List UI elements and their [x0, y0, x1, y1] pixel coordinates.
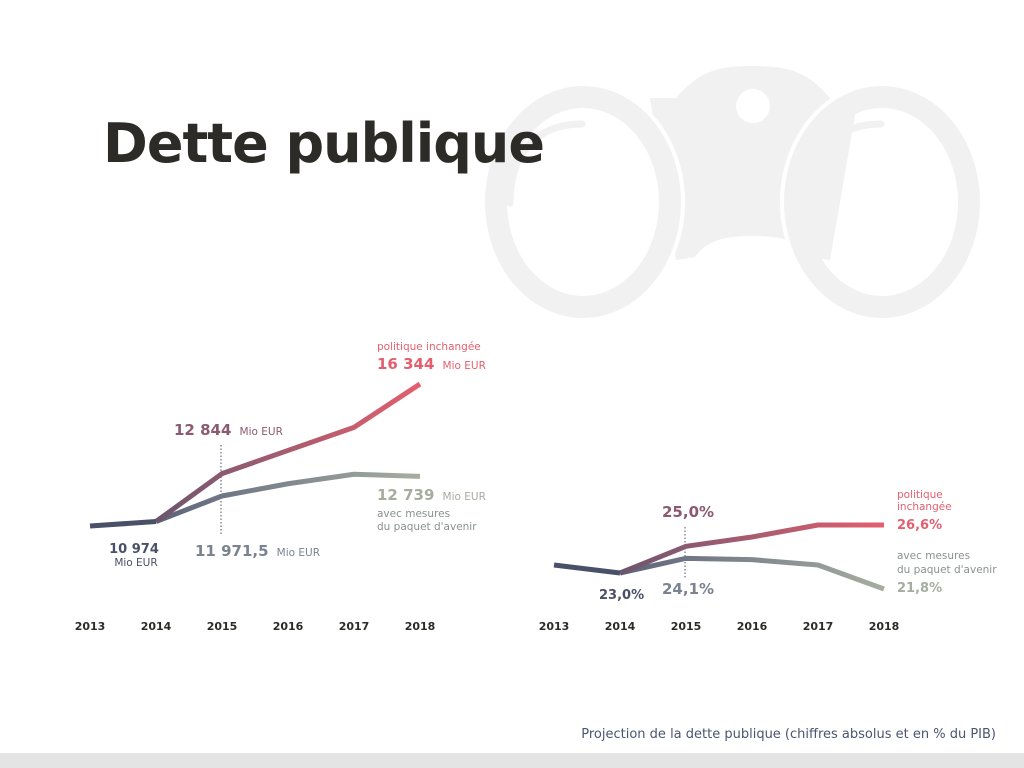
x-tick-label: 2014: [141, 620, 172, 633]
label-grey-2015: 11 971,5 Mio EUR: [195, 541, 320, 560]
label-red-2015: 25,0%: [662, 503, 714, 521]
label-red-end-name: politique inchangée: [377, 341, 481, 353]
label-grey-end-name-2: du paquet d'avenir: [897, 564, 997, 576]
series-line-historical: [89, 519, 157, 529]
label-red-end-name-1: politique: [897, 489, 943, 501]
series-line-politique-inchangee: [619, 522, 884, 576]
x-tick-label: 2016: [273, 620, 304, 633]
x-tick-label: 2015: [207, 620, 238, 633]
label-start-unit: Mio EUR: [114, 557, 157, 569]
label-grey-end-name-2: du paquet d'avenir: [377, 521, 477, 533]
label-grey-end-value: 12 739 Mio EUR: [377, 485, 486, 504]
series-line-politique-inchangee: [154, 381, 422, 524]
label-grey-2015: 24,1%: [662, 580, 714, 598]
label-red-2015: 12 844 Mio EUR: [174, 420, 283, 439]
page-title: Dette publique: [103, 112, 545, 175]
x-tick-label: 2017: [803, 620, 834, 633]
figure-caption: Projection de la dette publique (chiffre…: [581, 727, 996, 742]
x-axis-ticks: 2013 2014 2015 2016 2017 2018: [539, 620, 900, 633]
label-red-end-name-2: inchangée: [897, 501, 952, 513]
label-grey-end-name-1: avec mesures: [377, 508, 450, 520]
label-start-value: 10 974: [109, 542, 159, 557]
x-tick-label: 2014: [605, 620, 636, 633]
label-red-end-value: 26,6%: [897, 518, 942, 533]
chart-percent-gdp: 25,0% 23,0% 24,1% politique inchangée 26…: [539, 489, 998, 633]
series-line-historical: [553, 562, 621, 576]
label-red-end-value: 16 344 Mio EUR: [377, 354, 486, 373]
label-grey-end-value: 21,8%: [897, 581, 942, 596]
x-tick-label: 2016: [737, 620, 768, 633]
x-tick-label: 2017: [339, 620, 370, 633]
series-line-avec-mesures: [619, 555, 885, 592]
x-tick-label: 2015: [671, 620, 702, 633]
x-tick-label: 2013: [539, 620, 570, 633]
footer-bar: [0, 753, 1024, 768]
label-grey-end-name-1: avec mesures: [897, 550, 970, 562]
x-tick-label: 2013: [75, 620, 106, 633]
chart-absolute: politique inchangée 16 344 Mio EUR 12 84…: [75, 341, 486, 633]
series-line-avec-mesures: [155, 471, 421, 524]
label-start-value: 23,0%: [599, 588, 644, 603]
x-axis-ticks: 2013 2014 2015 2016 2017 2018: [75, 620, 436, 633]
x-tick-label: 2018: [405, 620, 436, 633]
x-tick-label: 2018: [869, 620, 900, 633]
